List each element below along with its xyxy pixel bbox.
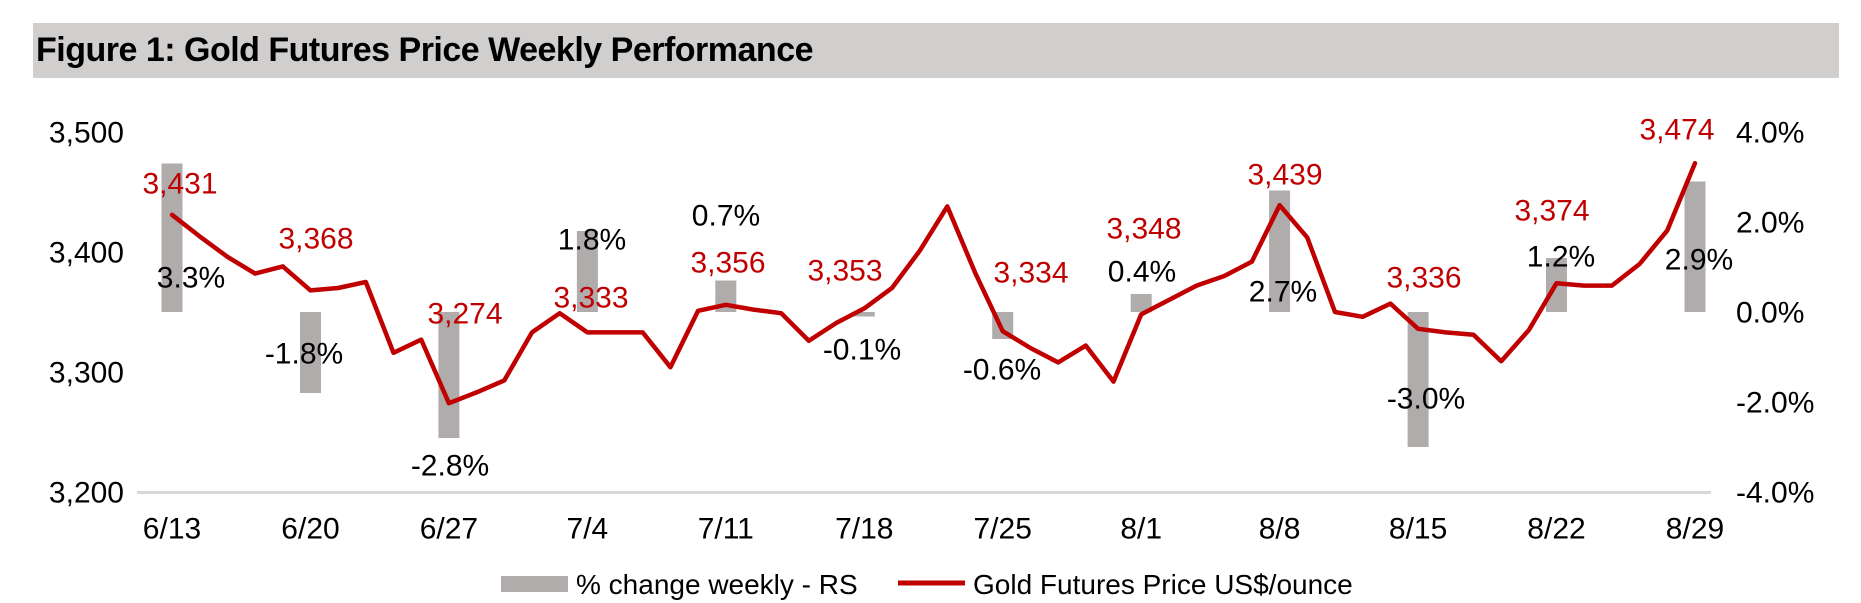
price-label: 3,353	[807, 255, 882, 288]
weekly-change-bar	[576, 231, 598, 312]
pct-change-label: 0.7%	[692, 200, 760, 233]
price-label: 3,368	[278, 223, 353, 256]
price-line-group	[169, 160, 1698, 406]
price-label: 3,274	[427, 298, 502, 331]
left-axis-tick: 3,300	[49, 357, 124, 390]
price-line	[169, 160, 1698, 406]
x-axis-labels: 6/13 6/20 6/27 7/4 7/11 7/18 7/25 8/1 8/8 8/15 8/2…	[143, 513, 1724, 546]
x-axis-tick: 8/15	[1389, 513, 1447, 546]
pct-change-label: 1.2%	[1527, 241, 1595, 274]
right-axis-tick: -4.0%	[1736, 477, 1814, 510]
weekly-change-bar	[300, 312, 321, 393]
left-axis-labels: 3,500 3,400 3,300 3,200	[49, 117, 124, 510]
figure-title-band: Figure 1: Gold Futures Price Weekly Perf…	[33, 23, 1839, 78]
weekly-change-bars	[161, 163, 1706, 447]
right-axis-tick: 0.0%	[1736, 297, 1804, 330]
pct-change-label: -0.1%	[823, 334, 901, 367]
weekly-change-bar	[161, 163, 183, 312]
x-axis-tick: 8/1	[1120, 513, 1162, 546]
x-axis-tick: 8/22	[1527, 513, 1585, 546]
price-label: 3,356	[690, 247, 765, 280]
price-label: 3,474	[1639, 114, 1714, 147]
price-label: 3,431	[142, 168, 217, 201]
left-axis-tick: 3,200	[49, 477, 124, 510]
weekly-change-bar	[438, 312, 460, 438]
pct-labels: 3.3% -1.8% -2.8% 1.8% 0.7% -0.1% -0.6% 0.4% 2.7%…	[157, 200, 1733, 483]
price-label: 3,333	[553, 282, 628, 315]
x-axis-tick: 7/4	[567, 513, 609, 546]
left-axis-tick: 3,400	[49, 237, 124, 270]
right-axis-labels: 4.0% 2.0% 0.0% -2.0% -4.0%	[1736, 117, 1814, 510]
pct-change-label: -1.8%	[265, 338, 343, 371]
price-label: 3,334	[993, 257, 1068, 290]
pct-change-label: 2.9%	[1665, 244, 1733, 277]
x-axis-tick: 6/27	[420, 513, 478, 546]
pct-change-label: -2.8%	[411, 450, 489, 483]
weekly-change-bar	[1684, 181, 1706, 312]
figure-title: Figure 1: Gold Futures Price Weekly Perf…	[36, 31, 814, 69]
x-axis-tick: 8/8	[1259, 513, 1301, 546]
price-label: 3,439	[1247, 159, 1322, 192]
price-label: 3,336	[1386, 262, 1461, 295]
x-axis-tick: 7/25	[974, 513, 1032, 546]
right-axis-tick: -2.0%	[1736, 387, 1814, 420]
legend-line-label: Gold Futures Price US$/ounce	[973, 569, 1353, 600]
x-axis-tick: 6/13	[143, 513, 201, 546]
price-labels: 3,431 3,368 3,274 3,333 3,356 3,353 3,334 3,348…	[142, 114, 1714, 331]
pct-change-label: -0.6%	[963, 354, 1041, 387]
right-axis-tick: 4.0%	[1736, 117, 1804, 150]
weekly-change-bar	[1130, 294, 1152, 312]
weekly-change-bar	[1407, 312, 1429, 447]
pct-change-label: 1.8%	[558, 224, 626, 257]
left-axis-tick: 3,500	[49, 117, 124, 150]
pct-change-label: 0.4%	[1108, 256, 1176, 289]
weekly-change-bar	[853, 312, 875, 317]
x-axis-tick: 8/29	[1666, 513, 1724, 546]
price-label: 3,348	[1106, 213, 1181, 246]
x-axis-tick: 7/11	[698, 513, 754, 546]
right-axis-tick: 2.0%	[1736, 207, 1804, 240]
pct-change-label: 2.7%	[1249, 276, 1317, 309]
x-axis-tick: 7/18	[835, 513, 893, 546]
legend-bar-label: % change weekly - RS	[576, 569, 858, 600]
pct-change-label: -3.0%	[1387, 383, 1465, 416]
price-label: 3,374	[1514, 195, 1589, 228]
pct-change-label: 3.3%	[157, 262, 225, 295]
legend: % change weekly - RS Gold Futures Price …	[501, 569, 1353, 600]
x-axis-tick: 6/20	[281, 513, 339, 546]
legend-bar-swatch	[501, 576, 568, 592]
